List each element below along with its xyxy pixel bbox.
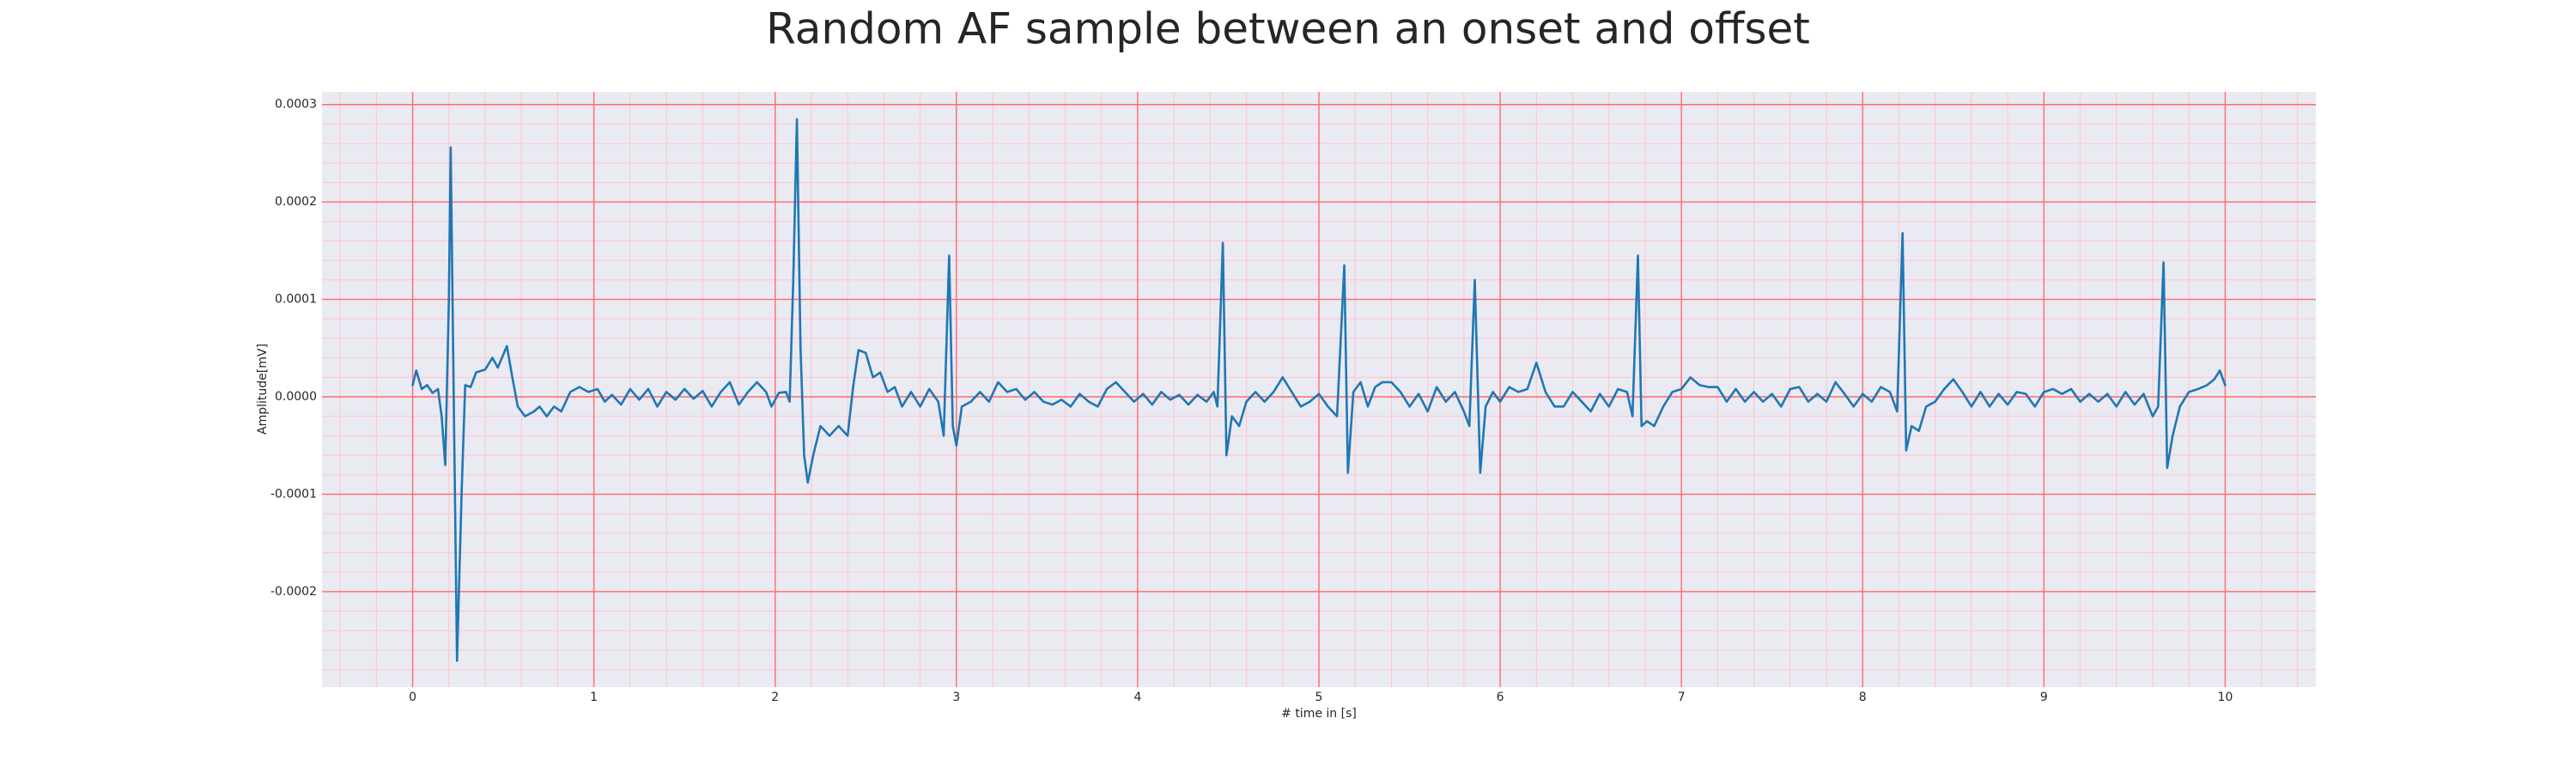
x-tick-label: 2 (771, 691, 779, 704)
chart-title: Random AF sample between an onset and of… (766, 4, 1810, 54)
x-tick-label: 6 (1497, 691, 1504, 704)
x-tick-label: 9 (2040, 691, 2048, 704)
x-tick-label: 7 (1678, 691, 1686, 704)
marks (411, 118, 2227, 662)
signal-line (411, 118, 2227, 662)
y-tick-label: -0.0001 (270, 487, 317, 501)
x-tick-label: 8 (1859, 691, 1867, 704)
x-tick-label: 4 (1133, 691, 1141, 704)
x-axis-label: # time in [s] (1281, 707, 1357, 721)
x-tick-label: 0 (409, 691, 416, 704)
grid (322, 92, 2316, 687)
x-tick-label: 10 (2218, 691, 2233, 704)
y-tick-label: 0.0003 (275, 98, 317, 112)
x-tick-label: 1 (590, 691, 598, 704)
y-tick-label: 0.0002 (275, 195, 317, 209)
y-tick-label: 0.0000 (275, 390, 317, 404)
x-tick-label: 3 (952, 691, 960, 704)
y-tick-label: -0.0002 (270, 585, 317, 599)
y-tick-label: 0.0001 (275, 293, 317, 307)
y-axis-label: Amplitude[mV] (256, 344, 270, 435)
x-tick-label: 5 (1315, 691, 1323, 704)
